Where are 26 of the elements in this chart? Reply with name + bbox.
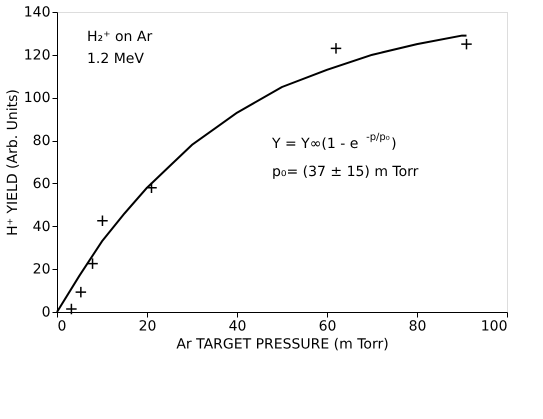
x-tick-label: 40 <box>228 318 246 334</box>
point <box>74 286 87 298</box>
point <box>65 303 78 315</box>
annotation: p₀= (37 ± 15) m Torr <box>272 164 419 180</box>
y-tick-label: 100 <box>24 90 50 106</box>
x-tick-label: 0 <box>58 318 66 334</box>
x-tick-label: 60 <box>318 318 336 334</box>
x-tick-label: 20 <box>138 318 156 334</box>
y-axis-title: H⁺ YIELD (Arb. Units) <box>4 89 21 236</box>
point <box>330 42 342 54</box>
annotation: H₂⁺ on Ar <box>87 29 152 45</box>
annotation: 1.2 MeV <box>87 51 144 67</box>
point <box>86 258 99 270</box>
y-tick-label: 140 <box>24 4 50 20</box>
x-tick-label: 80 <box>408 318 426 334</box>
y-tick-label: 60 <box>32 176 50 192</box>
y-tick-label: 120 <box>24 47 50 64</box>
point <box>96 214 108 227</box>
point <box>146 182 158 194</box>
x-axis-title: Ar TARGET PRESSURE (m Torr) <box>176 336 389 352</box>
y-tick-label: 0 <box>42 304 50 320</box>
y-tick-label: 40 <box>32 218 50 235</box>
y-tick-label: 20 <box>32 262 50 278</box>
x-tick-label: 100 <box>480 318 508 334</box>
y-tick-label: 80 <box>32 133 50 150</box>
point <box>460 38 472 50</box>
